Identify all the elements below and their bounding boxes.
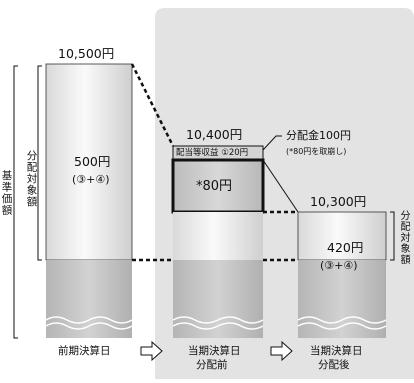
after-total-value: 10,300円	[310, 194, 367, 209]
distributable-after-bracket	[390, 211, 395, 261]
prev-total-value: 10,500円	[58, 46, 115, 61]
prev-distributable-source: (③+④)	[72, 173, 110, 186]
before-column-upper	[173, 212, 263, 260]
callout-leader	[262, 135, 282, 151]
distributable-prev-label: 分配対象額	[25, 150, 38, 208]
after-date-label-2: 分配後	[318, 359, 350, 371]
before-column-base	[173, 260, 263, 338]
after-date-label-1: 当期決算日	[310, 345, 363, 357]
connector-top-prev	[130, 63, 175, 147]
prev-distributable-value: 500円	[74, 154, 111, 169]
prev-wave-2	[45, 322, 133, 330]
prev-wave-1	[45, 316, 133, 324]
after-wave-2	[297, 322, 387, 330]
before-total-value: 10,400円	[186, 127, 243, 142]
after-column-base	[298, 260, 386, 338]
before-date-label-2: 分配前	[196, 359, 228, 371]
connector-withdrawn	[262, 159, 299, 213]
withdrawn-value: *80円	[196, 179, 233, 194]
base-price-label: 基準価額	[0, 170, 13, 216]
income-label: 配当等収益 ①20円	[176, 148, 249, 158]
after-distributable-source: (③+④)	[320, 259, 358, 272]
callout-title: 分配金100円	[286, 129, 351, 142]
distributable-prev-bracket	[37, 65, 42, 261]
before-date-label-1: 当期決算日	[188, 345, 241, 357]
base-price-bracket	[13, 65, 18, 339]
right-arrow-icon	[270, 340, 293, 362]
prev-column-upper	[45, 63, 133, 261]
before-wave-1	[172, 316, 264, 324]
before-wave-2	[172, 322, 264, 330]
callout-note: (*80円を取崩し)	[286, 147, 347, 156]
distributable-after-label: 分配対象額	[398, 210, 409, 265]
right-arrow-icon	[140, 340, 163, 362]
after-distributable-value: 420円	[327, 240, 364, 255]
after-wave-1	[297, 316, 387, 324]
prev-date-label: 前期決算日	[58, 345, 111, 357]
prev-column-base	[46, 260, 132, 338]
